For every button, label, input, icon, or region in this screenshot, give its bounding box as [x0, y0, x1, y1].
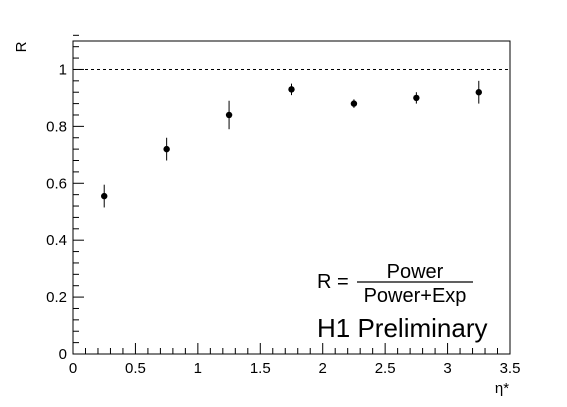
y-tick-label: 0 [59, 346, 67, 363]
data-point [163, 145, 170, 153]
x-axis-title: η* [495, 380, 509, 397]
y-ticks: 0 0.2 0.4 0.6 0.8 1 [46, 34, 84, 363]
formula-numerator: Power [387, 261, 444, 283]
data-points [101, 80, 482, 208]
x-ticks: 0 0.5 1 1.5 2 2.5 3 3.5 [69, 343, 521, 377]
x-tick-label: 3 [443, 360, 451, 377]
y-tick-label: 0.4 [46, 232, 67, 249]
formula-denominator: Power+Exp [364, 285, 467, 307]
y-tick-label: 0.8 [46, 118, 67, 135]
data-point [101, 192, 108, 200]
y-tick-label: 0.2 [46, 289, 67, 306]
x-tick-label: 0 [69, 360, 77, 377]
y-axis-title: R [13, 41, 30, 52]
x-tick-label: 1.5 [250, 360, 271, 377]
x-tick-label: 2.5 [375, 360, 396, 377]
x-tick-label: 3.5 [500, 360, 521, 377]
watermark: H1 Preliminary [317, 313, 488, 343]
y-tick-label: 1 [59, 61, 67, 78]
data-point [475, 89, 482, 96]
data-point [225, 111, 233, 119]
data-point [288, 86, 295, 93]
y-tick-label: 0.6 [46, 175, 67, 192]
x-tick-label: 0.5 [125, 360, 146, 377]
x-tick-label: 1 [194, 360, 202, 377]
formula-annotation: R = Power Power+Exp [317, 261, 473, 307]
data-point [413, 94, 420, 102]
x-tick-label: 2 [319, 360, 327, 377]
plot-frame [72, 40, 511, 355]
formula-lhs: R = [317, 271, 349, 293]
data-point [350, 100, 358, 107]
